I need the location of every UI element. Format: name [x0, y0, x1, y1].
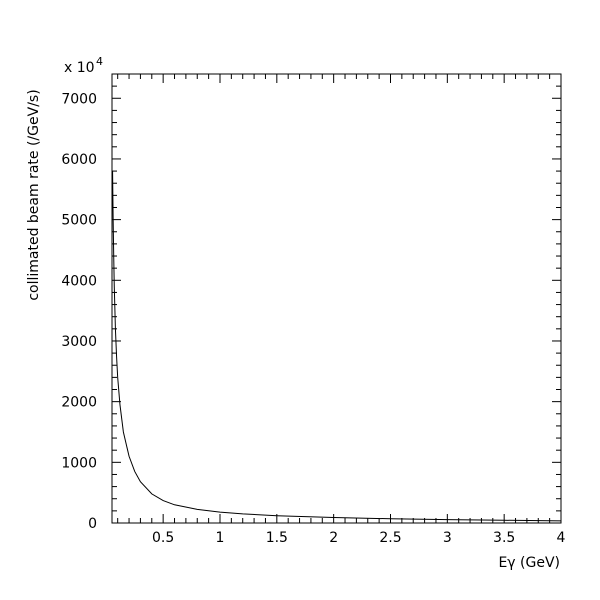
x-tick-label: 2.5 — [379, 530, 401, 546]
x-tick-label: 1 — [216, 530, 225, 546]
y-tick-label: 1000 — [61, 455, 97, 471]
y-axis-title: collimated beam rate (/GeV/s) — [26, 89, 42, 300]
x-axis-tick-labels: 0.5 1 1.5 2 2.5 3 3.5 4 — [152, 530, 566, 546]
y-tick-label: 7000 — [61, 91, 97, 107]
y-tick-label: 6000 — [61, 152, 97, 168]
y-tick-label: 5000 — [61, 213, 97, 229]
plot-frame — [111, 73, 562, 524]
x-tick-label: 3 — [443, 530, 452, 546]
x-axis-ticks — [117, 74, 562, 523]
x-tick-label: 1.5 — [266, 530, 288, 546]
y-tick-label: 0 — [88, 516, 97, 532]
y-axis-ticks — [112, 73, 561, 524]
y-tick-label: 4000 — [61, 273, 97, 289]
x-tick-label: 4 — [557, 530, 566, 546]
x-tick-label: 0.5 — [152, 530, 174, 546]
x-tick-label: 2 — [329, 530, 338, 546]
y-multiplier-base: x 10 — [64, 60, 95, 76]
y-tick-label: 2000 — [61, 395, 97, 411]
series-curve — [112, 171, 562, 522]
x-tick-label: 3.5 — [493, 530, 515, 546]
x-axis-title: Eγ (GeV) — [498, 555, 560, 571]
y-axis-tick-labels: 0 1000 2000 3000 4000 5000 6000 7000 — [61, 91, 97, 532]
y-multiplier-exponent: 4 — [96, 55, 103, 68]
y-tick-label: 3000 — [61, 334, 97, 350]
